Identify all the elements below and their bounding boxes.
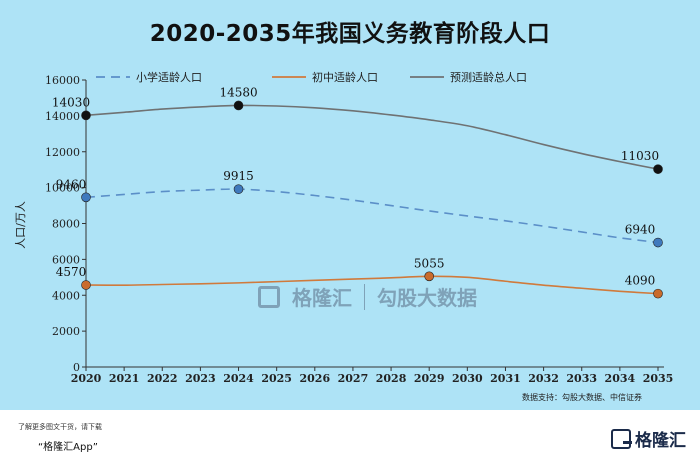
data-point-marker — [233, 184, 244, 194]
data-point-marker — [233, 100, 244, 111]
series-total-line — [85, 104, 659, 170]
x-tick-label: 2023 — [185, 372, 216, 385]
x-tick-label: 2028 — [376, 372, 407, 385]
data-point-marker — [81, 192, 91, 203]
x-tick-label: 2030 — [452, 372, 483, 385]
x-tick-label: 2033 — [566, 372, 597, 385]
watermark-brand: 格隆汇 — [292, 286, 352, 310]
data-point-marker — [653, 164, 663, 174]
data-point-marker — [653, 237, 663, 248]
x-tick-label: 2027 — [338, 372, 369, 385]
x-tick-label: 2034 — [605, 372, 636, 385]
data-label: 14580 — [219, 85, 257, 99]
y-tick-label: 10000 — [45, 182, 80, 195]
watermark-logo-icon — [258, 285, 280, 308]
x-tick-label: 2035 — [643, 372, 674, 385]
y-tick-label: 2000 — [52, 325, 80, 338]
chart-card: 2020-2035年我国义务教育阶段人口 人口/万人 0 2000 4000 6000… — [0, 0, 700, 410]
data-label: 11030 — [621, 149, 659, 163]
line-chart: 0 2000 4000 6000 8000 10000 12000 14000 16000 202… — [45, 70, 674, 385]
watermark: 格隆汇 勾股大数据 — [258, 282, 477, 311]
brand-logo-icon — [611, 428, 632, 449]
x-tick-label: 2022 — [147, 372, 178, 385]
watermark-site: 勾股大数据 — [377, 286, 477, 310]
data-label: 9460 — [56, 177, 87, 191]
series-primary-line — [85, 188, 659, 244]
x-tick-label: 2029 — [414, 372, 445, 385]
x-tick-label: 2026 — [299, 372, 330, 385]
y-tick-label: 12000 — [45, 146, 80, 159]
legend-label: 预测适龄总人口 — [450, 70, 527, 84]
watermark-divider — [364, 283, 365, 310]
y-tick-label: 6000 — [52, 253, 80, 266]
data-label: 14030 — [52, 95, 90, 109]
legend-label: 初中适龄人口 — [312, 70, 378, 84]
source-note: 数据支持：勾股大数据、中信证券 — [522, 393, 642, 402]
brand-logo[interactable]: 格隆汇 — [611, 426, 686, 451]
chart-title: 2020-2035年我国义务教育阶段人口 — [149, 21, 551, 47]
y-tick-label: 16000 — [45, 74, 80, 87]
x-tick-label: 2031 — [490, 372, 521, 385]
x-tick-label: 2020 — [71, 372, 102, 385]
x-tick-label: 2024 — [223, 372, 254, 385]
data-point-marker — [81, 280, 91, 290]
y-tick-label: 4000 — [52, 289, 80, 302]
data-point-marker — [424, 271, 435, 282]
legend-label: 小学适龄人口 — [136, 70, 202, 84]
x-tick-label: 2021 — [109, 372, 140, 385]
x-tick-label: 2032 — [528, 372, 559, 385]
promo-line-2[interactable]: “格隆汇App” — [38, 442, 98, 453]
series-junior-line — [85, 275, 659, 295]
data-label: 6940 — [625, 223, 656, 237]
data-label: 4570 — [56, 265, 87, 279]
y-tick-label: 0 — [73, 361, 80, 374]
data-label: 9915 — [223, 169, 254, 183]
brand-name: 格隆汇 — [635, 431, 686, 451]
data-label: 5055 — [414, 256, 445, 270]
y-tick-label: 8000 — [52, 218, 80, 231]
data-point-marker — [81, 110, 91, 121]
data-label: 4090 — [625, 274, 656, 288]
y-tick-label: 14000 — [45, 110, 80, 123]
x-tick-label: 2025 — [261, 372, 292, 385]
data-point-marker — [653, 288, 663, 299]
promo-line-1: 了解更多图文干货，请下载 — [18, 423, 102, 431]
